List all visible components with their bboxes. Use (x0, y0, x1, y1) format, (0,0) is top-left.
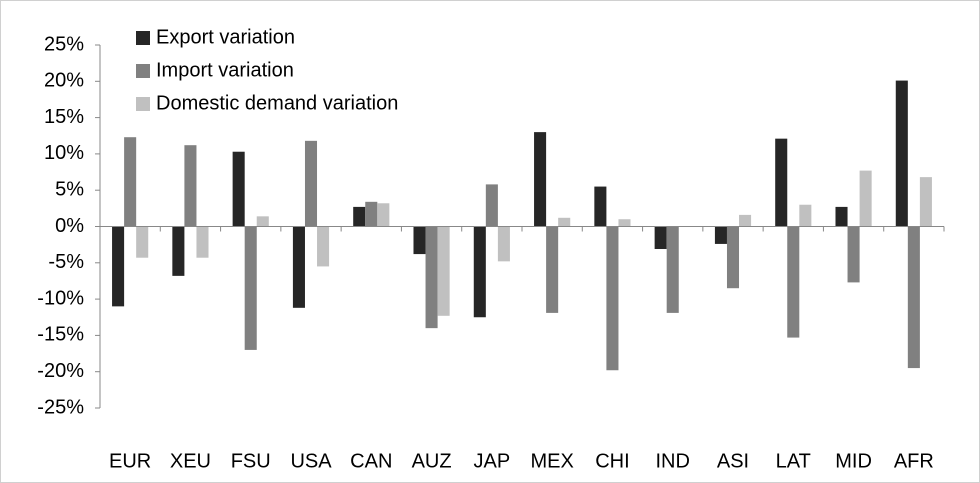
y-tick-label: 25% (44, 33, 84, 55)
x-tick-label: CHI (595, 450, 629, 472)
bar (256, 216, 269, 227)
legend-label: Export variation (156, 26, 295, 48)
y-tick-label: 15% (44, 106, 84, 128)
x-tick-label: CAN (350, 450, 392, 472)
bar (244, 226, 257, 350)
bar (485, 184, 498, 227)
y-tick-label: -5% (48, 251, 84, 273)
bar (739, 214, 752, 227)
bar (377, 203, 390, 227)
bar (184, 145, 197, 227)
bar (546, 226, 559, 313)
y-tick-label: -25% (37, 396, 84, 418)
bar (895, 80, 908, 227)
bar (112, 226, 125, 307)
x-tick-label: JAP (474, 450, 511, 472)
bar (835, 206, 848, 227)
legend-label: Import variation (156, 59, 294, 81)
y-tick-label: 20% (44, 70, 84, 92)
bar (907, 226, 920, 369)
y-tick-label: 5% (55, 178, 84, 200)
x-tick-label: MEX (530, 450, 573, 472)
bar (232, 151, 245, 227)
bar (317, 226, 330, 267)
x-tick-label: MID (835, 450, 872, 472)
bar (413, 226, 426, 255)
bar (666, 226, 679, 313)
bar (775, 138, 788, 227)
bar (365, 201, 378, 227)
x-tick-label: FSU (231, 450, 271, 472)
bar (859, 170, 872, 227)
y-tick-label: 0% (55, 215, 84, 237)
x-tick-label: AFR (894, 450, 934, 472)
legend-swatch (136, 31, 150, 45)
x-tick-label: EUR (109, 450, 151, 472)
x-tick-label: IND (655, 450, 689, 472)
bar (594, 186, 607, 227)
bar (919, 177, 932, 227)
bar (787, 226, 800, 338)
bar (172, 226, 185, 276)
x-tick-label: AUZ (412, 450, 452, 472)
bar (497, 226, 510, 262)
y-tick-label: -10% (37, 287, 84, 309)
bar (606, 226, 619, 371)
y-tick-label: 10% (44, 142, 84, 164)
bar (473, 226, 486, 318)
bar (847, 226, 860, 283)
legend-label: Domestic demand variation (156, 92, 398, 114)
bar (799, 204, 812, 227)
bar (726, 226, 740, 289)
legend-swatch (136, 64, 150, 78)
bar (124, 137, 137, 227)
bar (558, 217, 571, 227)
bar (292, 226, 305, 308)
bar (437, 226, 450, 316)
x-tick-label: ASI (717, 450, 749, 472)
bar (534, 132, 547, 227)
y-tick-label: -20% (37, 360, 84, 382)
bar (136, 226, 149, 258)
x-tick-label: LAT (776, 450, 811, 472)
y-tick-label: -15% (37, 324, 84, 346)
x-tick-label: XEU (170, 450, 211, 472)
bar (618, 219, 631, 227)
bar (304, 140, 318, 227)
x-tick-label: USA (290, 450, 332, 472)
bar (196, 226, 209, 258)
bar (425, 226, 438, 329)
bar (353, 206, 366, 227)
bar (714, 226, 727, 244)
bar (654, 226, 667, 250)
legend-swatch (136, 97, 150, 111)
